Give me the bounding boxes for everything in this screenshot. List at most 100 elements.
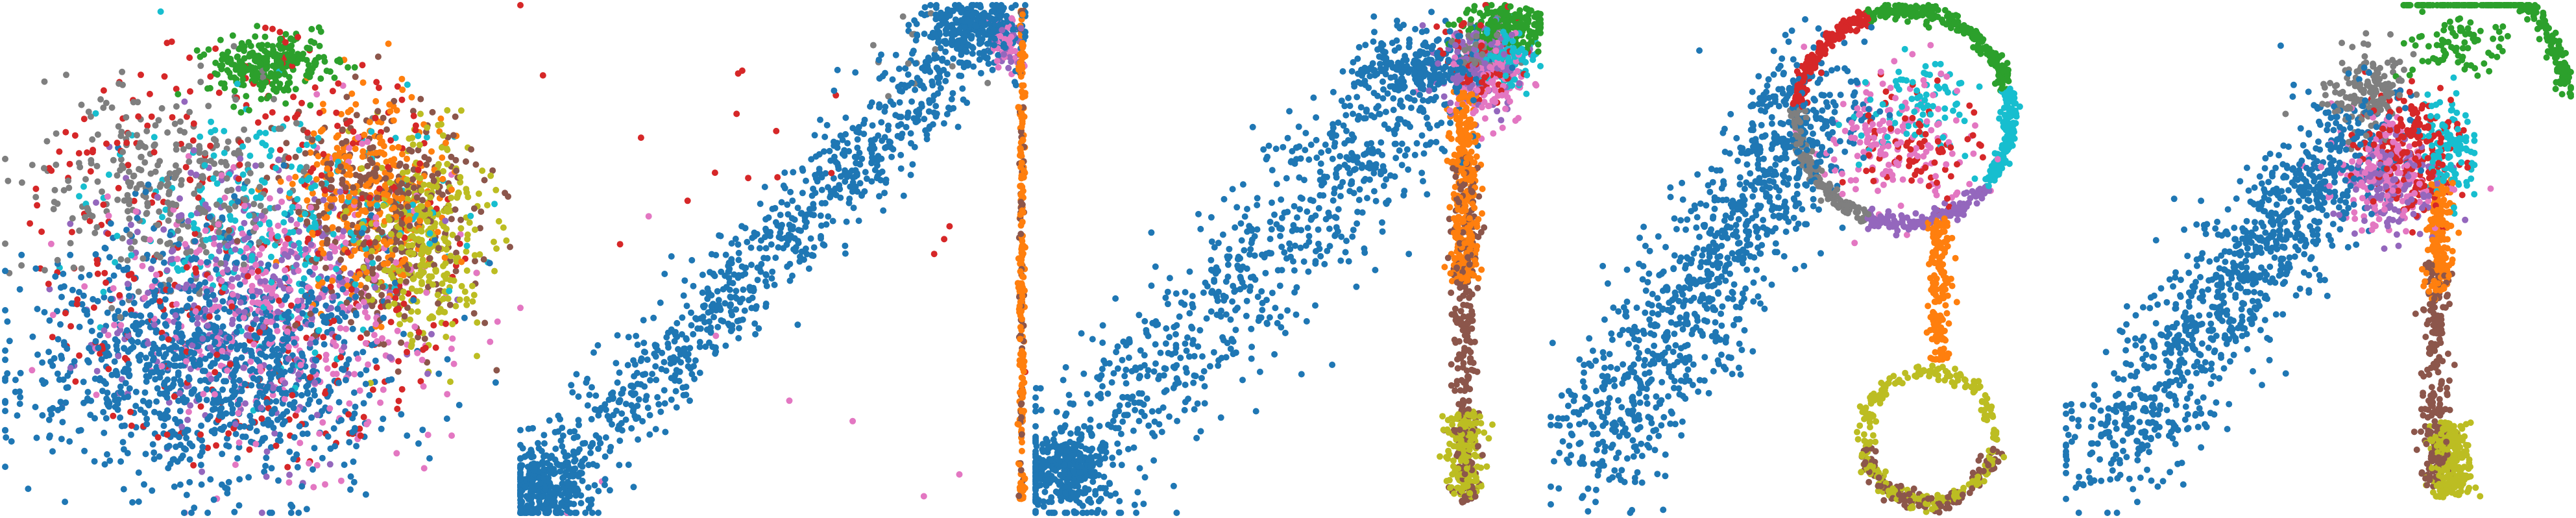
scatter-point — [173, 103, 180, 110]
scatter-point — [203, 397, 210, 404]
scatter-point — [64, 384, 71, 391]
scatter-point — [328, 304, 335, 312]
scatter-point — [711, 314, 718, 321]
scatter-point — [285, 355, 292, 362]
scatter-point — [169, 256, 176, 263]
scatter-point — [359, 148, 367, 155]
scatter-point — [353, 112, 360, 119]
scatter-point — [321, 58, 328, 65]
scatter-point — [297, 362, 304, 369]
scatter-point — [335, 379, 342, 386]
scatter-point — [156, 350, 163, 357]
scatter-point — [327, 264, 334, 271]
scatter-point — [275, 362, 282, 369]
scatter-point — [329, 88, 336, 95]
scatter-point — [347, 473, 354, 480]
scatter-point — [350, 184, 357, 191]
scatter-point — [294, 203, 301, 210]
scatter-point — [39, 377, 45, 384]
scatter-point — [358, 230, 365, 236]
scatter-point — [645, 213, 652, 220]
scatter-point — [297, 245, 304, 253]
scatter-point — [539, 72, 546, 79]
scatter-point — [635, 396, 642, 403]
scatter-point — [166, 170, 173, 177]
scatter-point — [57, 321, 64, 328]
scatter-point — [771, 281, 778, 288]
scatter-point — [366, 240, 373, 247]
scatter-point — [167, 287, 174, 294]
scatter-point — [202, 293, 210, 301]
scatter-point — [263, 286, 271, 293]
scatter-point — [386, 101, 393, 108]
scatter-point — [247, 153, 254, 159]
scatter-point — [228, 321, 236, 327]
scatter-point — [398, 386, 406, 393]
scatter-point — [240, 314, 247, 321]
scatter-point — [382, 267, 389, 274]
scatter-point — [472, 226, 478, 233]
scatter-point — [335, 399, 343, 406]
scatter-point — [186, 176, 193, 183]
scatter-point — [93, 199, 99, 206]
scatter-point — [487, 338, 494, 345]
scatter-point — [213, 142, 221, 149]
scatter-point — [175, 91, 182, 98]
scatter-point — [293, 262, 300, 269]
scatter-point — [922, 127, 929, 134]
scatter-point — [241, 236, 248, 243]
scatter-point — [577, 500, 585, 507]
scatter-point — [18, 251, 25, 258]
scatter-point — [493, 245, 500, 252]
scatter-point — [433, 183, 441, 190]
scatter-point — [247, 358, 254, 365]
scatter-point — [360, 413, 367, 421]
scatter-point — [117, 314, 124, 321]
scatter-point — [57, 284, 64, 291]
scatter-point — [477, 225, 483, 232]
scatter-point — [143, 354, 149, 362]
scatter-point — [646, 431, 653, 438]
scatter-point — [236, 45, 243, 53]
scatter-point — [322, 351, 330, 358]
scatter-point — [369, 341, 376, 349]
scatter-point — [130, 99, 137, 106]
scatter-point — [267, 253, 274, 260]
scatter-point — [93, 224, 101, 231]
scatter-point — [426, 210, 433, 217]
scatter-point — [292, 322, 299, 329]
scatter-point — [132, 312, 139, 319]
scatter-point — [237, 109, 245, 116]
scatter-point — [347, 229, 354, 236]
scatter-point — [353, 275, 360, 282]
scatter-point — [337, 188, 344, 195]
scatter-point — [305, 401, 312, 408]
scatter-point — [355, 134, 362, 141]
scatter-point — [351, 198, 358, 205]
scatter-point — [361, 309, 369, 315]
scatter-point — [405, 190, 412, 197]
scatter-point — [395, 397, 402, 404]
scatter-point — [66, 438, 73, 445]
scatter-point — [290, 456, 297, 463]
scatter-point — [183, 434, 190, 441]
scatter-point — [652, 363, 659, 370]
scatter-point — [481, 177, 488, 184]
scatter-point — [644, 356, 651, 364]
scatter-point — [236, 476, 243, 483]
scatter-point — [234, 80, 241, 88]
scatter-point — [268, 147, 274, 154]
scatter-point — [142, 188, 149, 195]
scatter-point — [443, 140, 449, 147]
scatter-point — [408, 285, 415, 292]
scatter-point — [404, 81, 411, 88]
scatter-point — [287, 501, 295, 508]
scatter-point — [311, 84, 319, 91]
scatter-point — [299, 280, 306, 288]
scatter-point — [67, 240, 74, 247]
scatter-point — [303, 142, 310, 149]
scatter-point — [186, 158, 193, 166]
scatter-point — [339, 140, 346, 147]
scatter-point — [286, 471, 293, 478]
scatter-point — [29, 162, 36, 169]
